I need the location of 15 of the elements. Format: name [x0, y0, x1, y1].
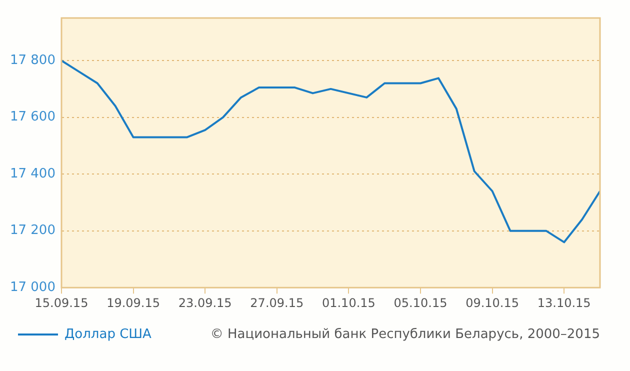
y-tick-label: 17 200 — [10, 223, 56, 238]
x-tick-label: 23.09.15 — [178, 296, 232, 310]
y-tick-label: 17 400 — [10, 166, 56, 182]
y-tick-label: 17 800 — [10, 52, 56, 68]
x-tick-label: 13.10.15 — [537, 296, 591, 310]
x-tick-label: 27.09.15 — [250, 296, 304, 310]
x-tick-label: 09.10.15 — [466, 296, 520, 310]
x-tick-label: 15.09.15 — [34, 296, 88, 310]
x-tick-label: 05.10.15 — [394, 296, 448, 310]
x-tick-label: 19.09.15 — [106, 296, 160, 310]
x-tick-label: 01.10.15 — [322, 296, 376, 310]
y-tick-label: 17 600 — [10, 110, 56, 125]
y-tick-label: 17 000 — [10, 280, 56, 295]
legend-label: Доллар США — [64, 326, 152, 342]
text: © Национальный банк Республики Беларусь, 2000–2015 — [210, 326, 600, 342]
